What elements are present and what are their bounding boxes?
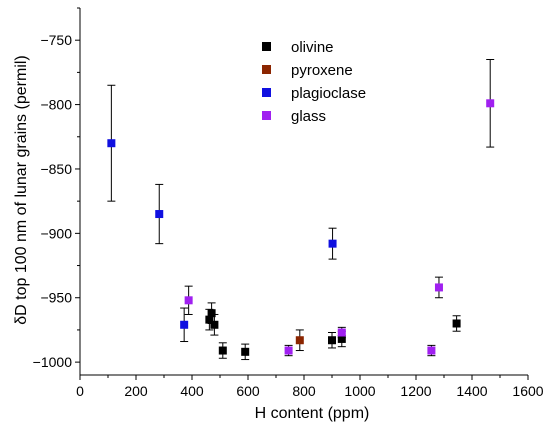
glass-point — [337, 328, 346, 337]
glass-point — [284, 346, 293, 355]
olivine-point — [241, 347, 250, 356]
legend-marker-olivine — [262, 42, 271, 51]
olivine-point — [337, 334, 346, 343]
legend-label-glass: glass — [291, 108, 326, 125]
olivine-point — [205, 315, 214, 324]
plagioclase-point — [328, 239, 337, 248]
y-tick-label: −1000 — [33, 354, 73, 370]
y-tick-label: −800 — [40, 97, 72, 113]
olivine-point — [207, 309, 216, 318]
olivine-point — [328, 336, 336, 345]
marks-layer — [107, 59, 495, 361]
legend-marker-plagioclase — [262, 88, 271, 97]
x-tick-label: 1200 — [400, 383, 431, 399]
plagioclase-point — [107, 139, 116, 148]
x-tick-label: 1600 — [512, 383, 543, 399]
pyroxene-point — [295, 336, 304, 345]
glass-point — [184, 296, 193, 305]
x-tick-label: 200 — [124, 383, 148, 399]
legend: olivine pyroxene plagioclase glass — [262, 39, 366, 125]
glass-point — [486, 99, 495, 108]
legend-label-olivine: olivine — [291, 39, 334, 56]
olivine-point — [452, 319, 461, 328]
legend-label-pyroxene: pyroxene — [291, 62, 353, 79]
y-tick-label: −850 — [40, 161, 72, 177]
glass-point — [427, 346, 436, 355]
x-tick-label: 800 — [292, 383, 316, 399]
x-tick-label: 1000 — [344, 383, 375, 399]
axes-layer: 0 200 400 600 800 1000 1200 1400 1600 −1000 −950 −9… — [33, 7, 544, 399]
x-tick-label: 0 — [76, 383, 84, 399]
glass-point — [434, 283, 443, 292]
olivine-point — [210, 320, 219, 329]
y-tick-label: −950 — [40, 290, 72, 306]
plagioclase-point — [180, 320, 189, 329]
y-tick-label: −750 — [40, 32, 72, 48]
legend-marker-glass — [262, 111, 271, 120]
olivine-point — [218, 346, 227, 355]
x-tick-label: 1400 — [456, 383, 487, 399]
legend-label-plagioclase: plagioclase — [291, 85, 366, 102]
legend-marker-pyroxene — [262, 65, 271, 74]
y-tick-label: −900 — [40, 225, 72, 241]
x-axis-title: H content (ppm) — [255, 405, 370, 422]
y-axis-title: δD top 100 nm of lunar grains (permil) — [13, 55, 30, 324]
x-tick-label: 600 — [236, 383, 260, 399]
x-tick-label: 400 — [180, 383, 204, 399]
plagioclase-point — [155, 210, 164, 219]
